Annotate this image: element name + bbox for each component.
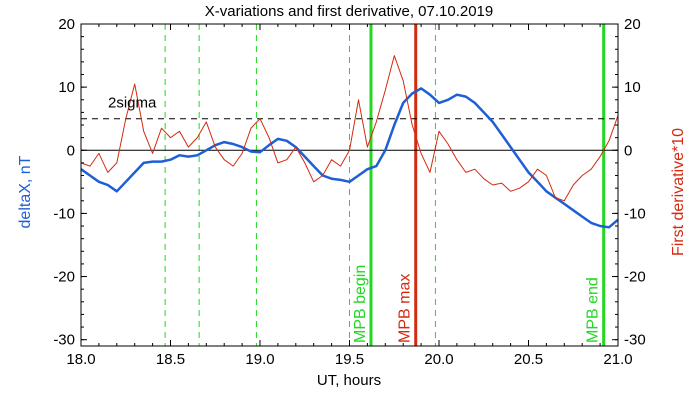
x-tick-label: 19.5 — [335, 351, 364, 368]
x-tick-label: 18.5 — [156, 351, 185, 368]
chart-title: X-variations and first derivative, 07.10… — [205, 3, 494, 20]
x-tick-label: 20.0 — [424, 351, 453, 368]
x-tick-label: 18.0 — [66, 351, 95, 368]
x-tick-label: 21.0 — [603, 351, 632, 368]
y-axis-left-label: deltaX, nT — [17, 155, 34, 228]
vertical-markers — [164, 24, 606, 346]
y-right-tick-label: -30 — [624, 332, 646, 349]
y-right-tick-label: 20 — [624, 16, 641, 33]
series-lines — [80, 55, 619, 229]
axis-ticks: 18.0 18.5 19.0 19.5 20.0 20.5 21.0 -30 -30 -20 -20… — [53, 16, 645, 368]
y-left-tick-label: 10 — [58, 79, 75, 96]
x-tick-label: 19.0 — [245, 351, 274, 368]
y-left-tick-label: -20 — [53, 269, 75, 286]
y-right-tick-label: -20 — [624, 269, 646, 286]
mpb-begin-label: MPB begin — [352, 265, 369, 343]
marker-labels: MPB begin MPB max MPB end 2sigma — [108, 95, 602, 343]
x-axis-label: UT, hours — [317, 372, 381, 389]
y-right-tick-label: 0 — [624, 142, 632, 159]
y-left-tick-label: 0 — [67, 142, 75, 159]
deltax-series-line — [80, 87, 619, 229]
x-tick-label: 20.5 — [514, 351, 543, 368]
mpb-end-label: MPB end — [585, 277, 602, 343]
y-right-tick-label: -10 — [624, 205, 646, 222]
y-left-tick-label: -10 — [53, 205, 75, 222]
y-left-tick-label: -30 — [53, 332, 75, 349]
mpb-max-label: MPB max — [397, 274, 414, 343]
y-left-tick-label: 20 — [58, 16, 75, 33]
y-right-tick-label: 10 — [624, 79, 641, 96]
threshold-label: 2sigma — [108, 95, 157, 112]
derivative-series-line — [80, 55, 619, 202]
y-axis-right-label: First derivative*10 — [670, 128, 687, 256]
